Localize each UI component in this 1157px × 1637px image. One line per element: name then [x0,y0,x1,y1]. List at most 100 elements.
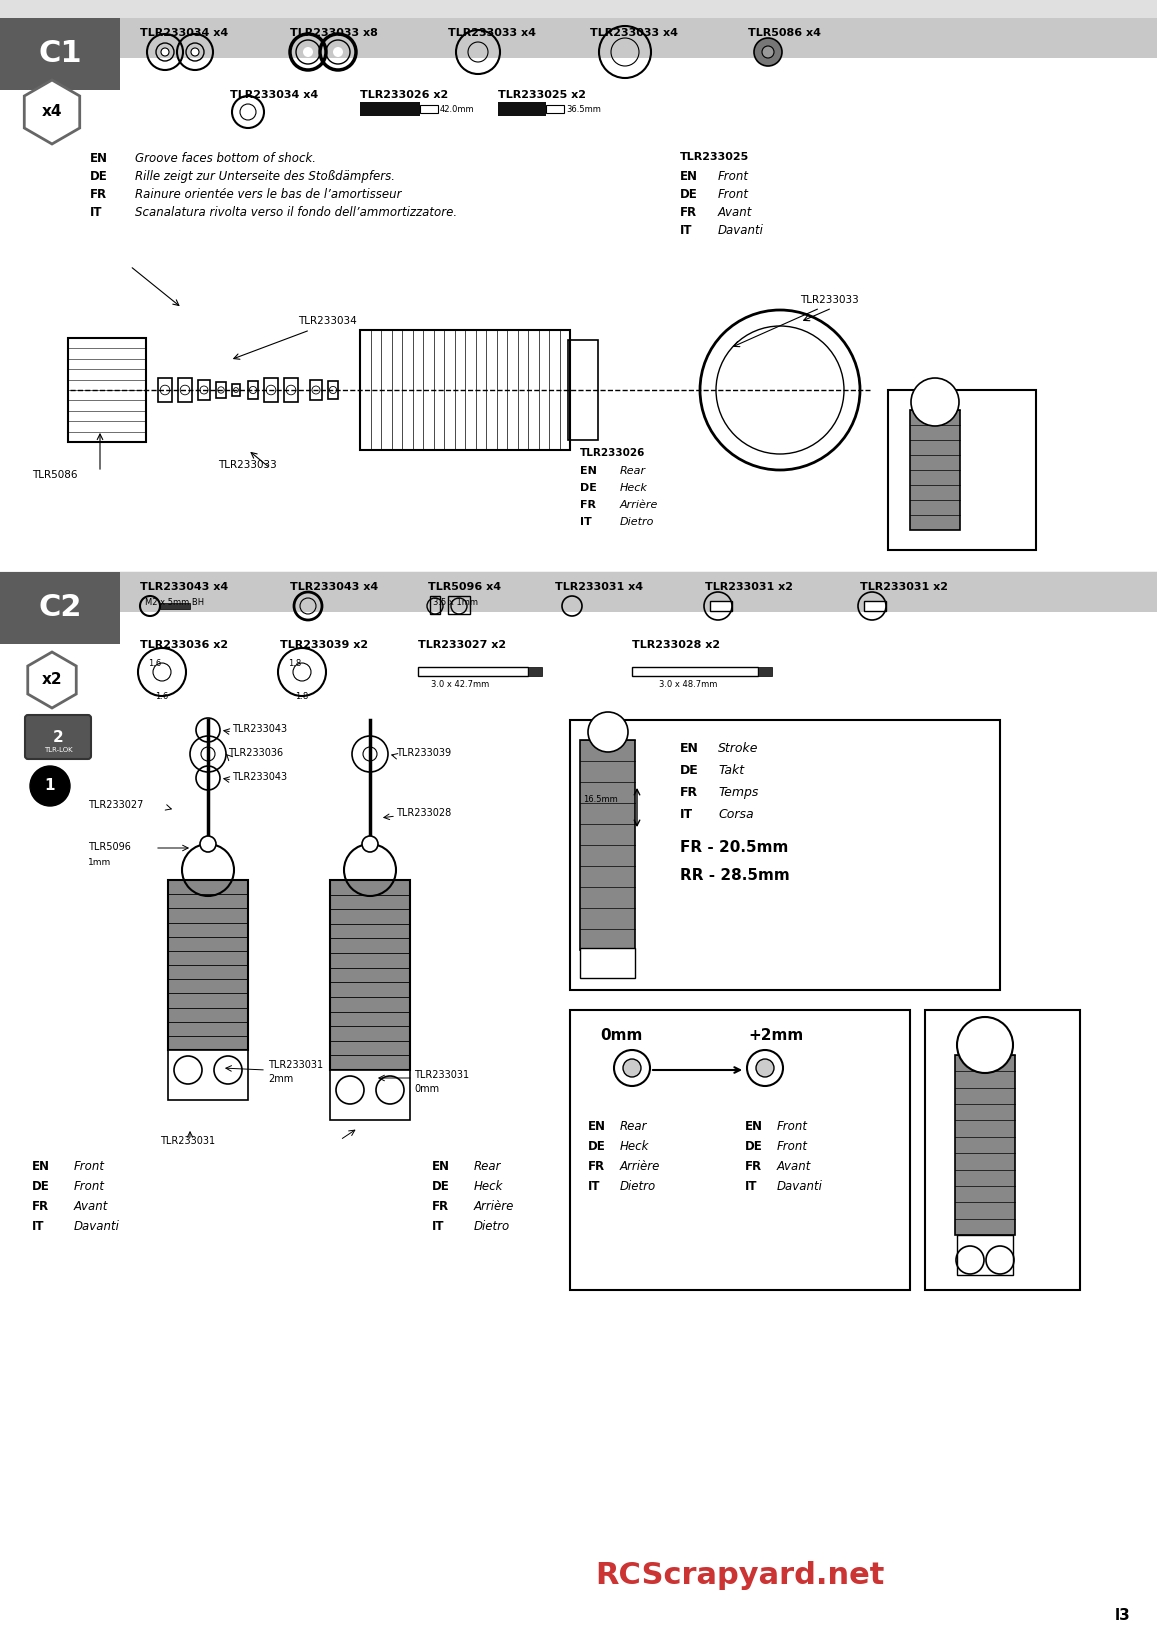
Text: Corsa: Corsa [718,809,753,822]
Text: Front: Front [74,1161,105,1174]
Text: Arrière: Arrière [474,1200,515,1213]
Text: FR: FR [90,188,108,201]
Text: EN: EN [745,1120,762,1133]
Text: Heck: Heck [474,1180,503,1193]
Text: Dietro: Dietro [620,517,655,527]
Text: Dietro: Dietro [620,1180,656,1193]
Text: TLR233028 x2: TLR233028 x2 [632,640,720,650]
Circle shape [762,46,774,57]
Text: FR - 20.5mm: FR - 20.5mm [680,840,788,855]
Text: IT: IT [588,1180,600,1193]
Text: DE: DE [680,188,698,201]
Bar [568,340,598,440]
Text: Front: Front [74,1180,105,1193]
Text: TLR233031 x2: TLR233031 x2 [860,583,948,593]
Bar [448,596,470,614]
Text: TLR5096 x4: TLR5096 x4 [428,583,501,593]
Text: TLR5086 x4: TLR5086 x4 [747,28,821,38]
Text: TLR233034 x4: TLR233034 x4 [230,90,318,100]
Bar [570,1010,911,1290]
Text: FR: FR [680,206,698,219]
Text: TLR233025: TLR233025 [680,152,750,162]
Bar [0,571,120,643]
Bar [418,666,528,676]
Bar [0,18,1157,57]
Text: TLR233033: TLR233033 [799,295,858,304]
Text: EN: EN [32,1161,50,1174]
Text: +2mm: +2mm [747,1028,803,1043]
Text: TLR233033 x4: TLR233033 x4 [590,28,678,38]
Circle shape [622,1059,641,1077]
Text: 2: 2 [52,730,64,745]
Text: Heck: Heck [620,483,648,493]
Text: Temps: Temps [718,786,758,799]
Text: EN: EN [588,1120,606,1133]
Text: TLR233039: TLR233039 [396,748,451,758]
Bar [911,409,960,530]
Circle shape [911,378,959,426]
Text: IT: IT [680,809,693,822]
Circle shape [161,47,169,56]
Circle shape [756,1059,774,1077]
Circle shape [303,47,314,57]
Circle shape [200,837,216,851]
Text: FR: FR [580,499,596,511]
Text: Heck: Heck [620,1139,649,1152]
Text: TLR-LOK: TLR-LOK [44,746,72,753]
Bar [498,101,546,116]
Text: 3.5 x 1mm: 3.5 x 1mm [433,598,478,607]
Text: Stroke: Stroke [718,742,759,755]
Text: TLR233043 x4: TLR233043 x4 [140,583,228,593]
Circle shape [30,766,71,805]
Bar [0,0,1157,18]
Text: DE: DE [432,1180,450,1193]
Text: 0mm: 0mm [600,1028,642,1043]
Text: TLR233025 x2: TLR233025 x2 [498,90,585,100]
Bar [430,596,440,614]
Text: IT: IT [90,206,103,219]
Text: 1: 1 [45,779,56,794]
Text: TLR233031: TLR233031 [414,1071,469,1080]
Bar [420,105,439,113]
Text: 16.5mm: 16.5mm [583,796,618,804]
Text: Davanti: Davanti [778,1180,823,1193]
Text: TLR233036 x2: TLR233036 x2 [140,640,228,650]
Text: IT: IT [32,1220,44,1233]
Bar [0,18,120,90]
Text: Groove faces bottom of shock.: Groove faces bottom of shock. [135,152,316,165]
Text: TLR5096: TLR5096 [88,841,131,851]
Text: DE: DE [588,1139,606,1152]
Text: FR: FR [32,1200,49,1213]
Text: 3.0 x 42.7mm: 3.0 x 42.7mm [430,679,489,689]
Text: Rille zeigt zur Unterseite des Stoßdämpfers.: Rille zeigt zur Unterseite des Stoßdämpf… [135,170,395,183]
Text: Takt: Takt [718,764,744,778]
Circle shape [191,47,199,56]
Bar [168,1049,248,1100]
Bar [360,331,570,450]
Text: FR: FR [745,1161,762,1174]
Text: EN: EN [90,152,108,165]
Text: TLR233026 x2: TLR233026 x2 [360,90,448,100]
Text: RCScrapyard.net: RCScrapyard.net [596,1560,885,1590]
Bar [632,666,758,676]
Text: DE: DE [680,764,699,778]
Bar [889,390,1036,550]
Text: DE: DE [580,483,597,493]
Text: 0mm: 0mm [414,1084,440,1094]
Text: Rainure orientée vers le bas de l’amortisseur: Rainure orientée vers le bas de l’amorti… [135,188,401,201]
Text: 2mm: 2mm [268,1074,293,1084]
Text: TLR233033 x8: TLR233033 x8 [290,28,378,38]
Text: FR: FR [432,1200,449,1213]
Text: TLR233043: TLR233043 [233,724,287,733]
Text: x4: x4 [42,105,62,120]
FancyBboxPatch shape [25,715,91,760]
Text: 42.0mm: 42.0mm [440,105,474,113]
Text: TLR233036: TLR233036 [228,748,283,758]
Text: Avant: Avant [74,1200,109,1213]
Text: Front: Front [718,170,749,183]
Bar [864,601,886,611]
Text: IT: IT [432,1220,444,1233]
Bar [360,101,420,116]
Text: TLR233027: TLR233027 [88,800,143,810]
Text: IT: IT [680,224,693,237]
